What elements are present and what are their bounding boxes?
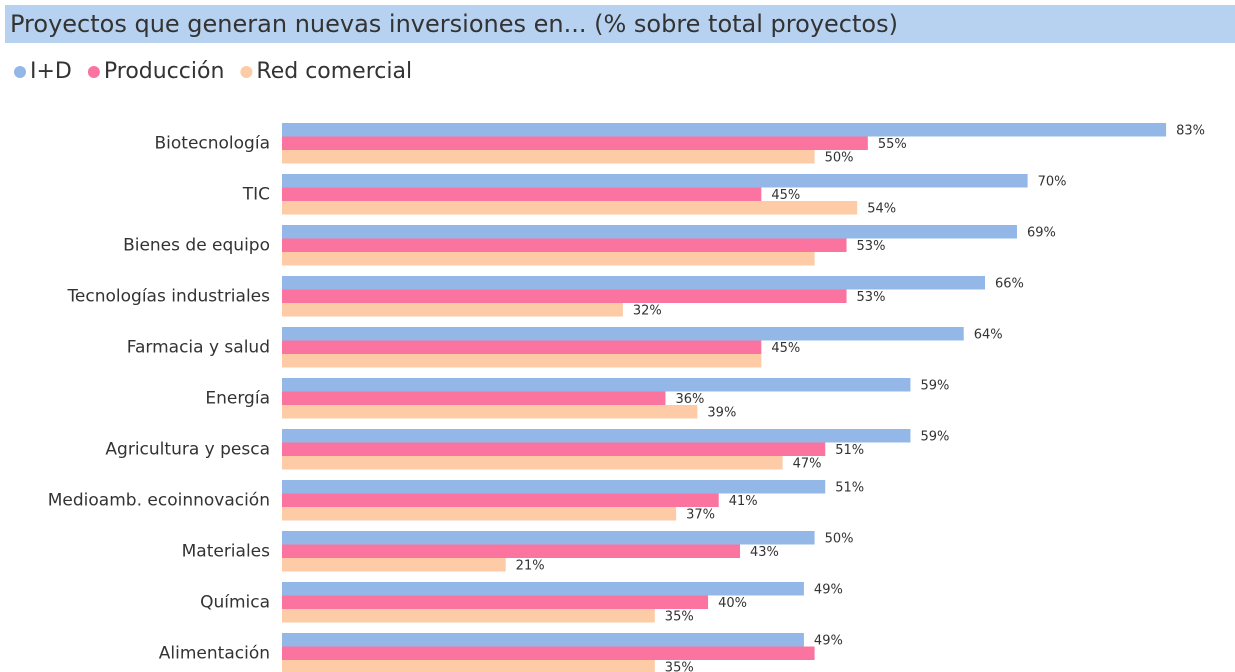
bar xyxy=(282,493,719,507)
value-label: 50% xyxy=(825,531,854,546)
bar xyxy=(282,354,762,368)
legend-label: I+D xyxy=(30,59,72,84)
bar xyxy=(282,123,1167,137)
legend-swatch xyxy=(240,66,253,78)
category-label: Medioamb. ecoinnovación xyxy=(48,490,270,510)
value-label: 70% xyxy=(1038,174,1067,189)
bar xyxy=(282,378,911,392)
bar xyxy=(282,609,655,623)
bar xyxy=(282,174,1028,188)
value-label: 36% xyxy=(675,392,704,407)
bar xyxy=(282,289,847,303)
value-label: 49% xyxy=(814,582,843,597)
value-label: 50% xyxy=(825,150,854,165)
value-label: 40% xyxy=(718,596,747,611)
value-label: 35% xyxy=(665,609,694,624)
value-label: 51% xyxy=(835,480,864,495)
bar xyxy=(282,456,783,470)
bar xyxy=(282,595,709,609)
bar xyxy=(282,136,868,150)
bar xyxy=(282,405,698,419)
legend-label: Red comercial xyxy=(256,59,412,84)
bar xyxy=(282,276,986,290)
bar xyxy=(282,544,741,558)
category-label: Bienes de equipo xyxy=(123,235,270,255)
bar xyxy=(282,558,506,572)
value-label: 55% xyxy=(878,137,907,152)
bar xyxy=(282,327,964,341)
legend-swatch xyxy=(14,66,26,78)
bar xyxy=(282,391,666,405)
bar xyxy=(282,646,815,660)
bar xyxy=(282,660,655,672)
bar xyxy=(282,340,762,354)
category-label: Biotecnología xyxy=(155,133,271,153)
bar xyxy=(282,531,815,545)
title-bar xyxy=(5,5,1235,43)
value-label: 43% xyxy=(750,545,779,560)
value-label: 51% xyxy=(835,443,864,458)
bar xyxy=(282,238,847,252)
bar xyxy=(282,507,677,521)
value-label: 45% xyxy=(771,341,800,356)
value-label: 37% xyxy=(686,507,715,522)
value-label: 53% xyxy=(857,290,886,305)
category-label: Alimentación xyxy=(159,643,270,663)
category-label: Energía xyxy=(205,388,270,408)
category-label: Materiales xyxy=(182,541,271,561)
bar xyxy=(282,252,815,266)
bar xyxy=(282,633,804,647)
value-label: 41% xyxy=(729,494,758,509)
category-label: Tecnologías industriales xyxy=(66,286,270,306)
bar xyxy=(282,201,858,215)
bar xyxy=(282,303,623,317)
value-label: 54% xyxy=(867,201,896,216)
value-label: 21% xyxy=(516,558,545,573)
value-label: 83% xyxy=(1176,123,1205,138)
bar xyxy=(282,480,826,494)
value-label: 59% xyxy=(920,378,949,393)
legend-swatch xyxy=(87,66,100,78)
value-label: 66% xyxy=(995,276,1024,291)
value-label: 59% xyxy=(920,429,949,444)
bar xyxy=(282,187,762,201)
value-label: 39% xyxy=(707,405,736,420)
bar xyxy=(282,442,826,456)
value-label: 69% xyxy=(1027,225,1056,240)
value-label: 32% xyxy=(633,303,662,318)
category-label: Farmacia y salud xyxy=(127,337,270,357)
category-label: TIC xyxy=(242,184,270,204)
bar xyxy=(282,225,1017,239)
value-label: 35% xyxy=(665,660,694,672)
category-label: Química xyxy=(200,592,270,612)
value-label: 47% xyxy=(793,456,822,471)
value-label: 45% xyxy=(771,188,800,203)
bar xyxy=(282,582,804,596)
bar xyxy=(282,150,815,164)
value-label: 49% xyxy=(814,633,843,648)
legend-label: Producción xyxy=(104,59,225,84)
bar xyxy=(282,429,911,443)
value-label: 53% xyxy=(857,239,886,254)
category-label: Agricultura y pesca xyxy=(105,439,270,459)
value-label: 64% xyxy=(974,327,1003,342)
chart-title: Proyectos que generan nuevas inversiones… xyxy=(10,10,898,38)
